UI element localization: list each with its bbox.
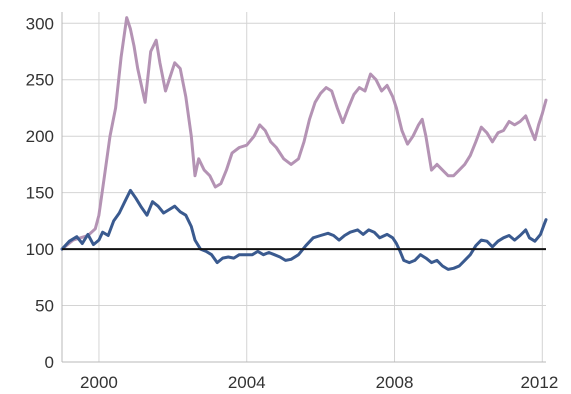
x-tick-label: 2000 (80, 373, 118, 392)
y-tick-label: 250 (26, 71, 54, 90)
y-tick-label: 0 (45, 353, 54, 372)
series-line-2 (60, 188, 548, 271)
series-line-1 (60, 16, 548, 251)
y-tick-labels: 0 50 100 150 200 250 300 (26, 14, 54, 372)
x-tick-label: 2012 (520, 373, 558, 392)
y-tick-label: 100 (26, 240, 54, 259)
series-layer (60, 16, 548, 271)
grid (62, 12, 546, 362)
y-tick-label: 150 (26, 184, 54, 203)
y-tick-label: 200 (26, 127, 54, 146)
axes (61, 12, 546, 363)
y-tick-label: 300 (26, 14, 54, 33)
y-tick-label: 50 (35, 297, 54, 316)
x-tick-labels: 2000 2004 2008 2012 (80, 373, 558, 392)
x-tick-label: 2004 (228, 373, 266, 392)
x-tick-label: 2008 (376, 373, 414, 392)
